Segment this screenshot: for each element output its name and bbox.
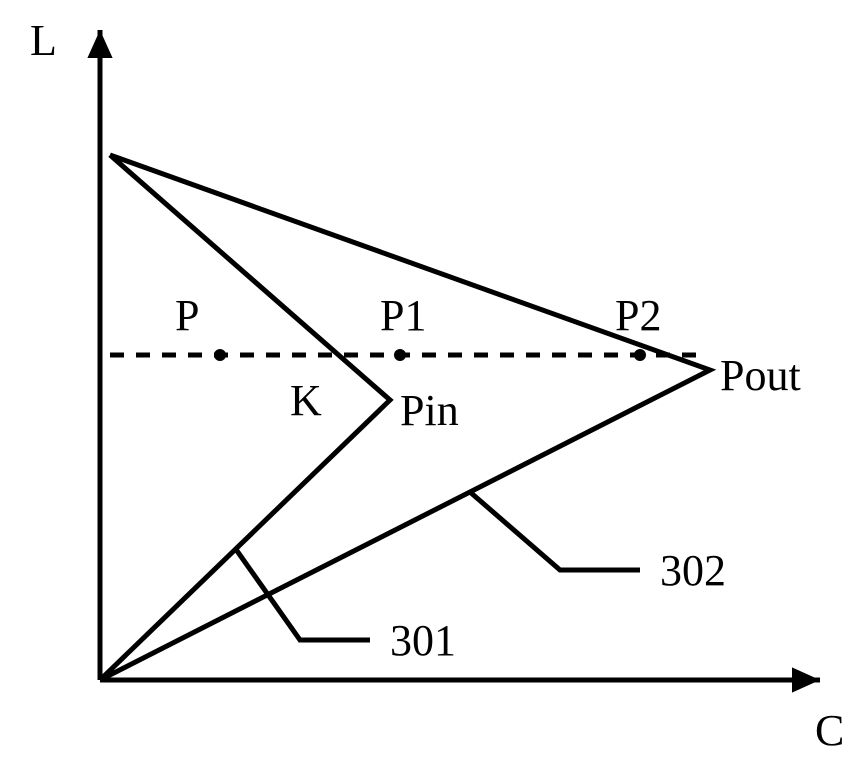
y-axis-label: L [30, 16, 57, 65]
point-p1 [394, 349, 406, 361]
x-axis-arrowhead-icon [792, 667, 820, 692]
label-p: P [175, 291, 199, 340]
y-axis-arrowhead-icon [87, 30, 112, 58]
label-p1: P1 [380, 291, 426, 340]
label-pout: Pout [720, 351, 801, 400]
label-pin: Pin [400, 386, 459, 435]
label-k: K [290, 376, 322, 425]
point-p2 [634, 349, 646, 361]
leader-302 [470, 492, 640, 570]
x-axis-label: C [815, 706, 844, 755]
label-p2: P2 [615, 291, 661, 340]
point-p [214, 349, 226, 361]
leader-302-label: 302 [660, 546, 726, 595]
leader-301-label: 301 [390, 616, 456, 665]
leader-301 [235, 548, 370, 640]
inner-gamut-301 [100, 155, 390, 680]
